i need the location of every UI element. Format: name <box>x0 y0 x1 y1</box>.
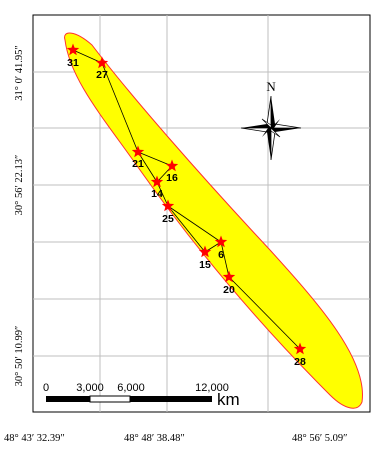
north-label: N <box>266 79 276 94</box>
well-connector-line <box>167 205 206 253</box>
well-label: 28 <box>294 356 306 368</box>
well-label: 20 <box>223 284 235 296</box>
longitude-label: 48° 48′ 38.48″ <box>124 433 185 444</box>
scale-unit: km <box>217 390 240 409</box>
field-boundary <box>64 32 363 409</box>
well-connector-line <box>220 241 230 278</box>
well-label: 16 <box>166 172 178 184</box>
scale-tick-label: 0 <box>43 382 49 394</box>
scale-tick-label: 6,000 <box>117 382 145 394</box>
compass-rose-icon <box>240 95 302 161</box>
well-star-icon <box>131 145 145 158</box>
well-star-icon <box>161 199 175 212</box>
well-star-icon <box>198 245 212 258</box>
well-connector-line <box>137 151 158 183</box>
well-label: 27 <box>96 69 108 81</box>
latitude-label: 30° 56′ 22.13″ <box>14 155 25 216</box>
scale-tick-label: 3,000 <box>76 382 104 394</box>
well-star-icon <box>66 43 80 56</box>
well-label: 31 <box>67 57 79 69</box>
scale-tick-label: 12,000 <box>195 382 229 394</box>
well-label: 15 <box>199 259 211 271</box>
well-star-icon <box>150 175 164 188</box>
well-star-icon <box>222 270 236 283</box>
scale-bar: 0 3,000 6,000 12,000 km <box>43 382 240 409</box>
well-connector-line <box>228 276 301 350</box>
latitude-label: 31° 0′ 41.95″ <box>14 45 25 101</box>
scale-segment <box>130 396 212 402</box>
north-arrow: N <box>240 79 302 161</box>
scale-segment <box>46 396 90 402</box>
well-connector-line <box>101 62 139 153</box>
well-connector-line <box>167 205 222 243</box>
well-star-icon <box>293 342 307 355</box>
latitude-label: 30° 50′ 10.99″ <box>14 326 25 387</box>
well-label: 25 <box>162 213 174 225</box>
longitude-label: 48° 56′ 5.09″ <box>292 433 348 444</box>
scale-segment <box>89 395 131 403</box>
well-connector-line <box>137 151 173 167</box>
well-label: 14 <box>151 188 163 200</box>
well-label: 21 <box>132 158 144 170</box>
well-connectors <box>72 49 301 350</box>
longitude-label: 48° 43′ 32.39″ <box>4 433 65 444</box>
well-star-icon <box>165 159 179 172</box>
well-star-icon <box>95 56 109 69</box>
well-connector-line <box>72 49 103 64</box>
well-label: 6 <box>218 249 224 261</box>
well-star-icon <box>214 235 228 248</box>
